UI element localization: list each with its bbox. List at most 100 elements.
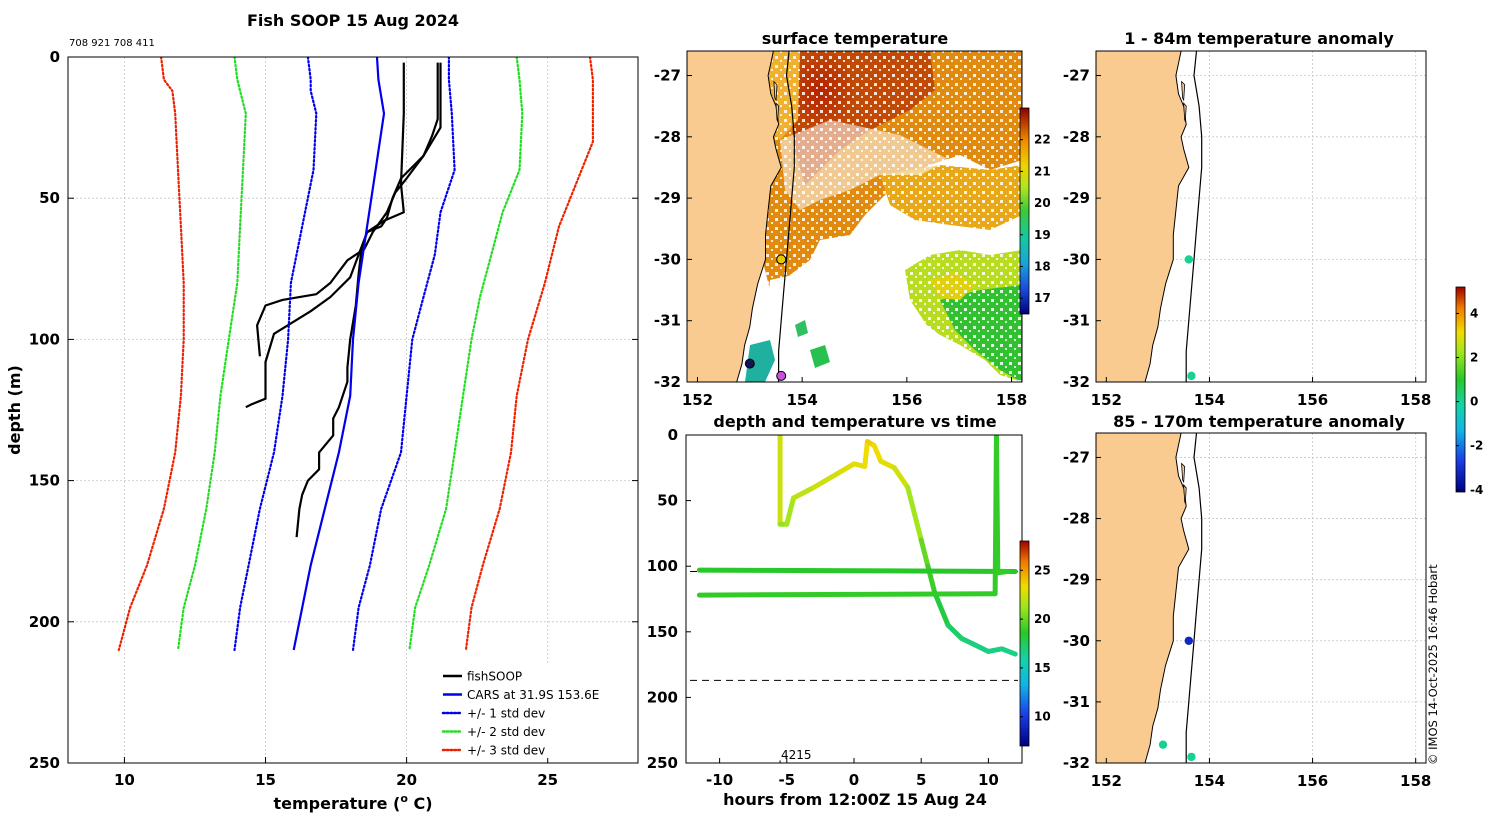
- map-x-tick-label: 156: [891, 391, 922, 409]
- map-x-tick-label: 158: [1400, 772, 1431, 790]
- anomaly-point: [1184, 255, 1194, 264]
- timeseries-series: [690, 435, 1018, 763]
- sst-colorbar: [1019, 107, 1030, 315]
- map-x-tick-label: 156: [1297, 772, 1328, 790]
- map-y-tick-label: -31: [1063, 693, 1090, 711]
- profile-subtitle: 708 921 708 411: [69, 38, 155, 49]
- profile-series-line: [292, 57, 386, 651]
- map-y-tick-label: -28: [654, 128, 681, 146]
- map-y-tick-label: -32: [654, 373, 681, 391]
- colorbar-tick-label: 15: [1034, 661, 1051, 675]
- colorbar-tick-label: 21: [1034, 164, 1051, 178]
- sst-colorbar-ticks: 17 18 19 20 21 22: [1020, 133, 1051, 305]
- map-y-tick-label: -31: [1063, 312, 1090, 330]
- profile-series-line: [117, 57, 185, 652]
- profile-series-line: [295, 62, 442, 538]
- map-y-tick-label: -27: [1063, 67, 1090, 85]
- timeseries-y-tick-label: 0: [668, 426, 678, 444]
- timeseries-segment: [891, 465, 911, 490]
- profile-series-line: [256, 62, 439, 357]
- map-x-tick-label: 158: [996, 391, 1027, 409]
- island: [773, 80, 778, 102]
- island: [775, 101, 780, 122]
- timeseries-segment: [696, 567, 1018, 574]
- colorbar-tick-label: 4: [1470, 306, 1478, 320]
- timeseries-colorbar: [1019, 540, 1030, 747]
- timeseries-y-tick-label: 100: [647, 557, 678, 575]
- anomaly-point: [1158, 740, 1168, 749]
- land: [687, 51, 782, 382]
- colorbar-tick-label: 25: [1034, 563, 1051, 577]
- legend-label: +/- 3 std dev: [467, 744, 545, 758]
- profile-y-label: depth (m): [5, 365, 24, 455]
- sst-ticks: 152 154 156 158 -27 -28 -29 -30 -31 -32: [654, 67, 1027, 409]
- timeseries-segment: [999, 646, 1018, 657]
- map-y-tick-label: -28: [1063, 128, 1090, 146]
- profile-series-line: [408, 57, 524, 652]
- island: [1181, 80, 1186, 102]
- timeseries-y-tick-label: 250: [647, 754, 678, 772]
- sst-inshore-cool: [745, 340, 775, 382]
- map-y-tick-label: -30: [1063, 250, 1090, 268]
- timeseries-segment: [838, 461, 857, 475]
- profile-y-tick-label: 0: [50, 48, 60, 66]
- legend-label: +/- 1 std dev: [467, 707, 545, 721]
- anomaly-deep-ticks: 152 154 156 158 -27 -28 -29 -30 -31 -32: [1063, 448, 1431, 790]
- profile-x-tick-label: 10: [114, 771, 135, 789]
- map-x-tick-label: 154: [1194, 391, 1225, 409]
- sst-panel: surface temperature 152 154 156 158-27-: [654, 29, 1051, 409]
- profile-x-tick-label: 15: [255, 771, 276, 789]
- timeseries-y-tick-label: 150: [647, 623, 678, 641]
- profile-series-line: [351, 57, 456, 652]
- timeseries-x-label: hours from 12:00Z 15 Aug 24: [723, 790, 987, 809]
- timeseries-x-tick-label: 10: [978, 771, 999, 789]
- timeseries-x-tick-label: -5: [778, 771, 795, 789]
- map-y-tick-label: -29: [1063, 571, 1090, 589]
- map-x-tick-label: 156: [1297, 391, 1328, 409]
- map-y-tick-label: -29: [654, 189, 681, 207]
- profile-legend: fishSOOP CARS at 31.9S 153.6E +/- 1 std de…: [433, 664, 633, 758]
- map-y-tick-label: -28: [1063, 510, 1090, 528]
- map-x-tick-label: 154: [787, 391, 818, 409]
- anomaly-deep-title: 85 - 170m temperature anomaly: [1113, 412, 1405, 431]
- map-x-tick-label: 152: [682, 391, 713, 409]
- anomaly-shallow-panel: 1 - 84m temperature anomaly 152 154 156 158…: [1063, 29, 1431, 409]
- timeseries-segment: [791, 484, 817, 501]
- station-marker: [776, 254, 787, 265]
- colorbar-tick-label: -4: [1470, 483, 1483, 497]
- anomaly-colorbar: [1455, 286, 1466, 493]
- profile-series-line: [245, 62, 405, 409]
- timeseries-x-tick-label: 5: [916, 771, 926, 789]
- sst-title: surface temperature: [762, 29, 949, 48]
- anomaly-shallow-ticks: 152 154 156 158 -27 -28 -29 -30 -31 -32: [1063, 67, 1431, 409]
- map-y-tick-label: -30: [654, 250, 681, 268]
- anomaly-shallow-title: 1 - 84m temperature anomaly: [1124, 29, 1394, 48]
- anomaly-shallow-points: [1184, 255, 1196, 381]
- profile-axes-frame: [67, 56, 639, 764]
- timeseries-annotation: 4215: [781, 748, 812, 762]
- timeseries-segment: [993, 435, 1001, 576]
- timeseries-title: depth and temperature vs time: [713, 412, 996, 431]
- map-x-tick-label: 152: [1091, 391, 1122, 409]
- sst-map: [687, 51, 1022, 382]
- timeseries-segment: [811, 469, 844, 490]
- timeseries-segment: [784, 495, 797, 527]
- profile-series-line: [176, 57, 247, 652]
- credit-text: © IMOS 14-Oct-2025 16:46 Hobart: [1426, 564, 1440, 765]
- shelf-contour: [1185, 51, 1203, 382]
- map-y-tick-label: -30: [1063, 632, 1090, 650]
- profile-x-tick-label: 20: [396, 771, 417, 789]
- shelf-contour: [777, 51, 795, 382]
- profile-y-tick-label: 150: [29, 472, 60, 490]
- timeseries-y-tick-label: 50: [657, 492, 678, 510]
- map-x-tick-label: 158: [1400, 391, 1431, 409]
- profile-y-tick-label: 200: [29, 613, 60, 631]
- colorbar-tick-label: 22: [1034, 133, 1051, 147]
- colorbar-tick-label: 19: [1034, 228, 1051, 242]
- map-y-tick-label: -29: [1063, 189, 1090, 207]
- timeseries-x-tick-label: -10: [706, 771, 733, 789]
- island: [1183, 483, 1187, 504]
- timeseries-panel: depth and temperature vs time -10 -5 0 5 100…: [647, 412, 1051, 809]
